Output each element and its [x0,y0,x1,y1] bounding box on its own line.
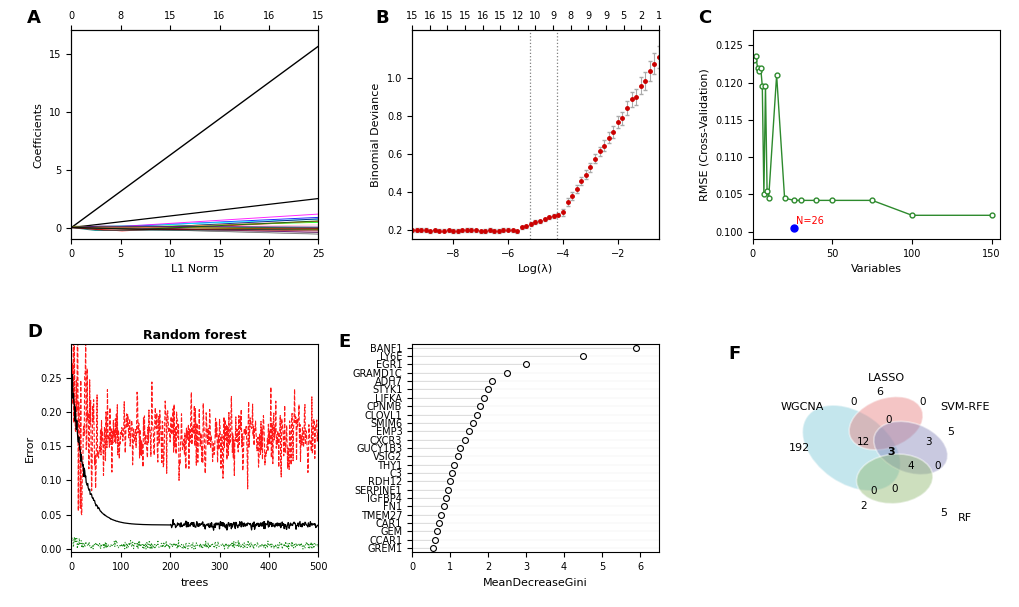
Point [468,410,484,419]
Point [483,376,499,386]
Point [472,401,488,411]
Text: LASSO: LASSO [866,373,904,382]
Point [476,393,492,402]
Text: 6: 6 [875,387,882,398]
Point [443,468,460,478]
Point [575,351,591,361]
Point [439,485,455,495]
Text: E: E [337,333,350,351]
Text: B: B [375,10,388,27]
Point [461,426,477,436]
X-axis label: Log(λ): Log(λ) [518,265,552,274]
Y-axis label: Error: Error [24,435,35,461]
Point [436,501,452,511]
Point [465,418,481,428]
Text: N=26: N=26 [795,216,822,226]
Point [449,452,466,461]
X-axis label: L1 Norm: L1 Norm [171,265,218,274]
Text: 2: 2 [860,501,866,511]
Point [457,435,473,444]
Ellipse shape [856,454,932,504]
Title: Random forest: Random forest [143,330,247,342]
Point [451,443,468,453]
Y-axis label: RMSE (Cross-Validation): RMSE (Cross-Validation) [699,69,709,201]
Text: F: F [728,345,740,363]
Point [432,510,448,520]
Ellipse shape [802,405,900,490]
X-axis label: Variables: Variables [850,265,901,274]
Point [445,460,462,470]
Y-axis label: Coefficients: Coefficients [34,102,44,168]
Text: D: D [26,323,42,341]
Text: 5: 5 [940,509,947,518]
Point [438,493,454,503]
Text: 0: 0 [850,398,856,407]
Text: 0: 0 [933,461,941,472]
Text: A: A [26,10,41,27]
Text: 192: 192 [789,443,809,453]
Point [424,543,440,553]
Text: 3: 3 [924,437,930,447]
Text: RF: RF [957,514,971,523]
Text: 0: 0 [919,398,925,407]
Text: 5: 5 [946,427,953,437]
Text: 0: 0 [884,415,891,424]
Point [426,535,442,544]
Y-axis label: Binomial Deviance: Binomial Deviance [371,83,381,187]
Text: 3: 3 [887,447,894,456]
Text: C: C [698,10,711,27]
Ellipse shape [848,396,922,450]
Text: 0: 0 [891,484,897,493]
Text: 0: 0 [869,486,876,496]
Point [518,359,534,369]
Text: 12: 12 [856,437,869,447]
Point [628,343,644,353]
Point [498,368,515,378]
Text: WGCNA: WGCNA [780,402,823,412]
Point [430,518,446,528]
Point [428,527,444,537]
X-axis label: trees: trees [180,578,209,588]
Ellipse shape [873,421,947,475]
Point [479,385,495,395]
X-axis label: MeanDecreaseGini: MeanDecreaseGini [483,578,587,588]
Text: SVM-RFE: SVM-RFE [940,402,988,412]
Text: 4: 4 [907,461,913,472]
Point [441,476,458,486]
